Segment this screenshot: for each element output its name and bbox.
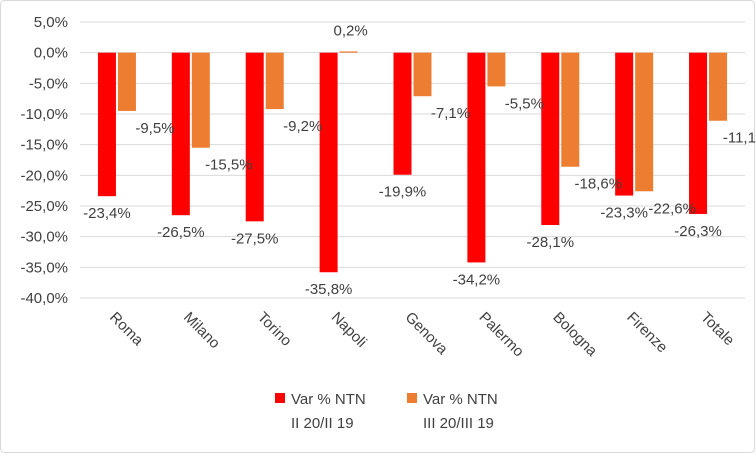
legend-label: Var % NTN [291,391,366,408]
data-label: -22,6% [648,200,696,217]
data-label: -9,2% [283,118,322,135]
bar-series1 [615,52,634,196]
bar-series2 [117,52,136,111]
bar-series2 [339,51,358,53]
data-label: -18,6% [575,176,623,193]
data-label: -19,9% [379,184,427,201]
y-tick-label: -25,0% [20,198,68,215]
bar-series2 [191,52,210,148]
bar-series1 [689,52,708,214]
data-label: -9,5% [135,120,174,137]
bar-series1 [393,52,412,175]
legend-label: Var % NTN [423,391,498,408]
data-label: -5,5% [505,95,544,112]
bar-series1 [467,52,486,263]
bar-series2 [709,52,728,121]
y-tick-label: -15,0% [20,137,68,154]
data-label: -28,1% [527,234,575,251]
bar-series1 [97,52,116,197]
legend-label: III 20/III 19 [423,415,494,432]
bar-series2 [487,52,506,87]
data-label: -23,3% [600,205,648,222]
data-label: 0,2% [334,22,368,39]
legend-swatch [407,393,417,403]
data-label: -7,1% [431,105,470,122]
y-tick-label: 0,0% [34,45,68,62]
data-label: -27,5% [231,230,279,247]
legend-swatch [275,393,285,403]
data-label: -15,5% [205,157,253,174]
y-tick-label: -35,0% [20,259,68,276]
data-label: -35,8% [305,281,353,298]
y-tick-label: -40,0% [20,290,68,307]
y-tick-label: -30,0% [20,229,68,246]
y-tick-label: -20,0% [20,167,68,184]
legend-label: II 20/II 19 [291,415,354,432]
bar-series2 [561,52,580,167]
bar-series2 [635,52,654,192]
data-label: -26,3% [674,223,722,240]
y-tick-label: -5,0% [29,75,68,92]
y-tick-label: -10,0% [20,106,68,123]
bar-series1 [245,52,264,222]
data-label: -34,2% [453,271,501,288]
bar-series1 [541,52,560,226]
bar-series1 [319,52,338,273]
bar-series2 [413,52,432,97]
data-label: -26,5% [157,224,205,241]
y-tick-label: 5,0% [34,14,68,31]
bar-series2 [265,52,284,110]
data-label: -11,1% [723,130,756,147]
data-label: -23,4% [83,205,131,222]
bar-series1 [171,52,190,216]
